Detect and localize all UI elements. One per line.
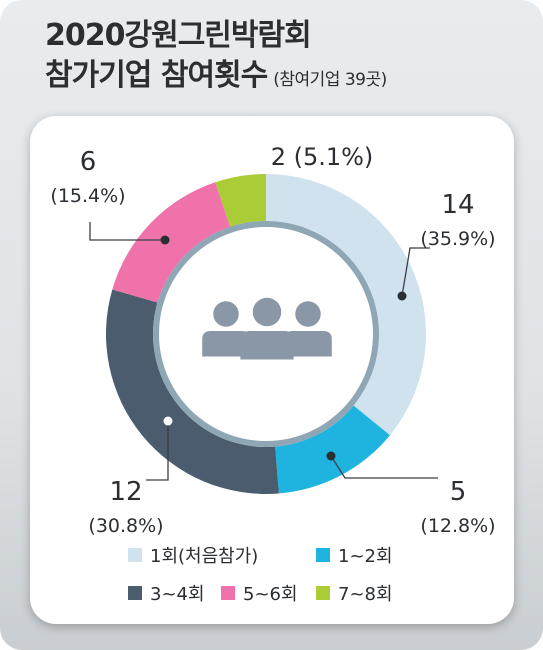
leader-line-1 — [401, 247, 430, 297]
legend-swatch-2 — [316, 548, 330, 562]
donut-slice-2 — [275, 405, 390, 494]
donut-slice-3 — [105, 289, 279, 494]
legend-label-3: 3~4회 — [150, 584, 205, 605]
percent-label-1: (35.9%) — [420, 228, 495, 250]
value-label-4: 6 — [80, 147, 97, 177]
data-label-5: 2 (5.1%) — [271, 143, 374, 171]
title-line-1: 2020강원그린박람회 — [45, 18, 312, 53]
leader-dot-3 — [163, 416, 173, 426]
title-line-2: 참가기업 참여횟수 (참여기업 39곳) — [45, 56, 525, 100]
legend-label-1: 1회(처음참가) — [150, 546, 258, 567]
leader-line-4 — [89, 222, 165, 241]
title-note: (참여기업 39곳) — [273, 70, 387, 90]
value-label-1: 14 — [441, 190, 474, 220]
legend-swatch-5 — [316, 586, 330, 600]
leader-line-2 — [330, 455, 438, 479]
legend-label-5: 7~8회 — [338, 584, 393, 605]
percent-label-2: (12.8%) — [420, 515, 495, 537]
group-of-people-icon — [202, 297, 332, 360]
title-line-2-text: 참가기업 참여횟수 — [45, 58, 268, 93]
legend-swatch-4 — [221, 586, 235, 600]
legend-swatch-1 — [128, 548, 142, 562]
legend-swatch-3 — [128, 586, 142, 600]
percent-label-3: (30.8%) — [88, 515, 163, 537]
legend-label-2: 1~2회 — [338, 546, 393, 567]
leader-dot-4 — [160, 235, 170, 245]
value-label-3: 12 — [109, 477, 142, 507]
page-title: 2020강원그린박람회 참가기업 참여횟수 (참여기업 39곳) — [45, 16, 525, 100]
legend-label-4: 5~6회 — [243, 584, 298, 605]
donut-slice-4 — [112, 182, 231, 303]
leader-line-3 — [146, 421, 169, 481]
percent-label-4: (15.4%) — [50, 185, 125, 207]
value-label-2: 5 — [450, 477, 467, 507]
donut-slice-1 — [266, 174, 426, 436]
leader-dot-2 — [326, 451, 336, 461]
leader-dot-1 — [397, 291, 407, 301]
donut-slice-5 — [215, 174, 266, 227]
